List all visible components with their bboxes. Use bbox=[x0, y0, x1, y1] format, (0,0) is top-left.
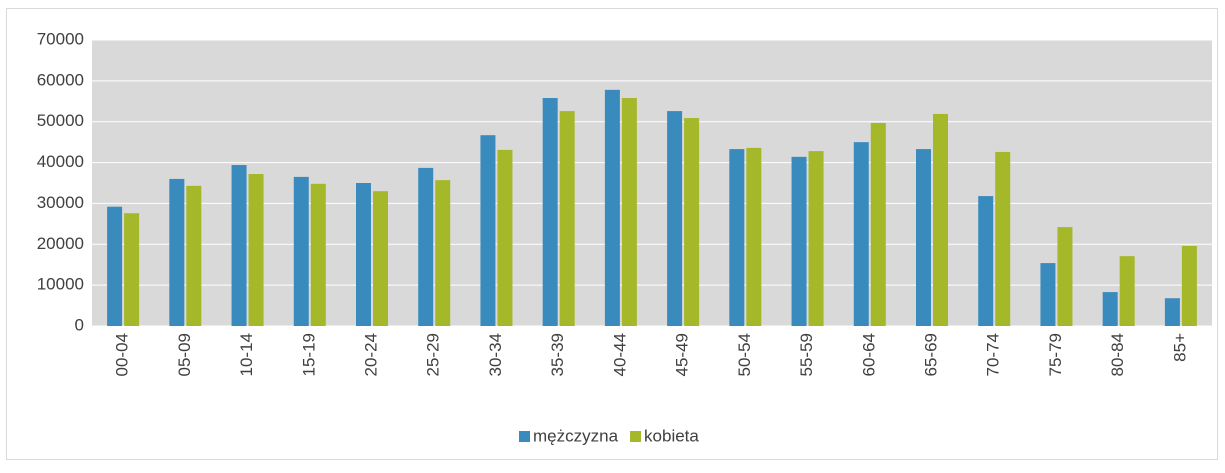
bar bbox=[729, 149, 745, 326]
bar bbox=[746, 147, 762, 326]
y-tick-label: 30000 bbox=[37, 193, 84, 212]
bar bbox=[808, 151, 824, 326]
x-tick-label: 85+ bbox=[1170, 333, 1189, 362]
bar bbox=[169, 178, 185, 326]
y-tick-label: 70000 bbox=[37, 29, 84, 48]
y-tick-label: 50000 bbox=[37, 111, 84, 130]
bar bbox=[356, 183, 371, 326]
y-tick-label: 0 bbox=[75, 315, 84, 334]
y-tick-label: 10000 bbox=[37, 275, 84, 294]
bar bbox=[559, 111, 575, 326]
x-tick-label: 40-44 bbox=[610, 333, 629, 376]
bar bbox=[248, 174, 264, 326]
legend-swatch bbox=[519, 431, 530, 442]
bar bbox=[293, 176, 309, 326]
bar bbox=[497, 149, 513, 326]
bar bbox=[480, 135, 496, 326]
bar bbox=[435, 180, 451, 326]
bar bbox=[1057, 227, 1073, 326]
bar bbox=[1181, 245, 1197, 326]
bar bbox=[1119, 256, 1135, 326]
x-tick-label: 10-14 bbox=[237, 333, 256, 376]
x-tick-label: 80-84 bbox=[1108, 333, 1127, 376]
bar bbox=[542, 98, 558, 326]
x-tick-label: 55-59 bbox=[797, 333, 816, 376]
x-tick-label: 50-54 bbox=[735, 333, 754, 376]
bar bbox=[978, 196, 994, 326]
x-tick-label: 45-49 bbox=[673, 333, 692, 376]
x-tick-label: 25-29 bbox=[424, 333, 443, 376]
x-tick-label: 60-64 bbox=[859, 333, 878, 376]
bar bbox=[231, 165, 247, 326]
legend-swatch bbox=[630, 431, 642, 442]
bar bbox=[186, 185, 202, 326]
x-tick-label: 05-09 bbox=[175, 333, 194, 376]
bar bbox=[995, 151, 1011, 326]
bar bbox=[1164, 298, 1180, 326]
bar bbox=[933, 113, 948, 326]
bar bbox=[1102, 292, 1118, 326]
x-tick-label: 35-39 bbox=[548, 333, 567, 376]
x-tick-label: 15-19 bbox=[299, 333, 318, 376]
legend-label: kobieta bbox=[644, 426, 699, 445]
bar bbox=[418, 167, 434, 326]
bar bbox=[916, 149, 931, 326]
y-tick-label: 60000 bbox=[37, 70, 84, 89]
bar bbox=[310, 183, 326, 326]
bar bbox=[870, 122, 886, 326]
bar bbox=[373, 191, 388, 326]
bar bbox=[853, 142, 869, 326]
y-tick-label: 20000 bbox=[37, 234, 84, 253]
bar bbox=[791, 156, 807, 326]
bar bbox=[1040, 263, 1056, 326]
x-tick-label: 75-79 bbox=[1046, 333, 1065, 376]
x-tick-label: 65-69 bbox=[921, 333, 940, 376]
x-tick-label: 30-34 bbox=[486, 333, 505, 376]
bar bbox=[621, 98, 637, 326]
bar bbox=[684, 118, 700, 326]
x-tick-label: 20-24 bbox=[361, 333, 380, 376]
x-tick-label: 70-74 bbox=[984, 333, 1003, 376]
x-tick-label: 00-04 bbox=[113, 333, 132, 376]
y-tick-label: 40000 bbox=[37, 152, 84, 171]
legend-label: mężczyzna bbox=[533, 426, 619, 445]
bar bbox=[667, 111, 683, 326]
plot-area bbox=[92, 40, 1212, 326]
bar bbox=[107, 206, 123, 326]
bar bbox=[604, 89, 620, 327]
bar bbox=[124, 213, 140, 326]
